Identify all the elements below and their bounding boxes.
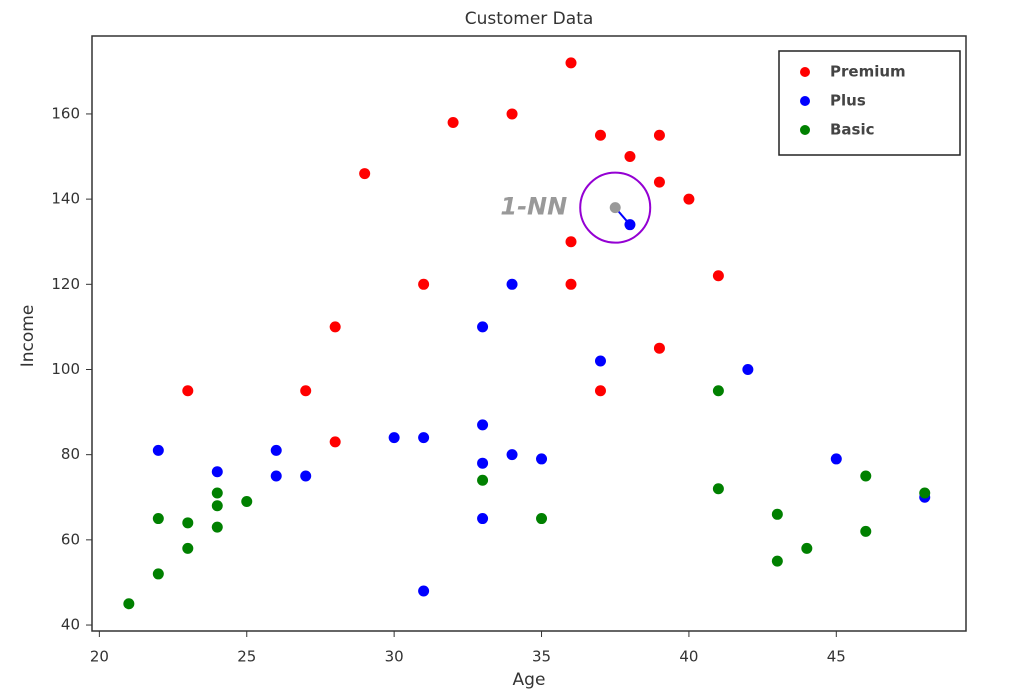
legend-marker	[800, 67, 810, 77]
y-tick-label: 160	[51, 104, 80, 122]
x-tick-label: 25	[237, 648, 256, 666]
scatter-point	[477, 321, 489, 333]
scatter-point	[300, 385, 312, 397]
y-tick-label: 140	[51, 190, 80, 208]
x-tick-label: 30	[385, 648, 404, 666]
scatter-point	[388, 432, 400, 444]
scatter-point	[152, 513, 164, 525]
scatter-point	[241, 496, 253, 508]
y-tick-label: 120	[51, 275, 80, 293]
scatter-point	[801, 542, 813, 554]
scatter-point	[329, 436, 341, 448]
scatter-point	[742, 363, 754, 375]
legend-label: Basic	[830, 121, 875, 139]
plot-frame	[91, 35, 967, 632]
scatter-point	[565, 236, 577, 248]
scatter-point	[712, 483, 724, 495]
scatter-point	[919, 487, 931, 499]
scatter-point	[270, 444, 282, 456]
legend-marker	[800, 125, 810, 135]
scatter-point	[594, 129, 606, 141]
scatter-point	[712, 270, 724, 282]
scatter-point	[359, 168, 371, 180]
scatter-point	[712, 385, 724, 397]
scatter-point	[477, 474, 489, 486]
x-tick-label: 35	[532, 648, 551, 666]
x-tick-label: 45	[827, 648, 846, 666]
scatter-point	[182, 517, 194, 529]
legend-label: Plus	[830, 92, 866, 110]
scatter-point	[860, 470, 872, 482]
legend-marker	[800, 96, 810, 106]
scatter-point	[830, 453, 842, 465]
scatter-point	[653, 342, 665, 354]
chart-title: Customer Data	[465, 9, 594, 29]
scatter-point	[211, 500, 223, 512]
scatter-point	[123, 598, 135, 610]
scatter-point	[211, 466, 223, 478]
scatter-point	[152, 568, 164, 580]
scatter-point	[182, 385, 194, 397]
scatter-point	[477, 513, 489, 525]
scatter-point	[506, 108, 518, 120]
scatter-point	[329, 321, 341, 333]
scatter-point	[418, 585, 430, 597]
y-tick-label: 80	[61, 445, 80, 463]
y-tick-label: 100	[51, 360, 80, 378]
scatter-point	[536, 513, 548, 525]
scatter-point	[594, 385, 606, 397]
scatter-point	[152, 444, 164, 456]
scatter-point	[418, 432, 430, 444]
scatter-point	[447, 116, 459, 128]
scatter-point	[594, 355, 606, 367]
y-tick-label: 40	[61, 616, 80, 634]
neighbor-circle	[579, 171, 652, 244]
query-point	[609, 202, 621, 214]
x-axis-label: Age	[513, 670, 546, 690]
scatter-point	[771, 508, 783, 520]
annotation: 1-NN	[500, 193, 567, 221]
y-tick-label: 60	[61, 530, 80, 548]
scatter-point	[300, 470, 312, 482]
scatter-point	[182, 542, 194, 554]
scatter-point	[536, 453, 548, 465]
scatter-point	[418, 278, 430, 290]
scatter-point	[270, 470, 282, 482]
scatter-point	[653, 129, 665, 141]
scatter-point	[477, 419, 489, 431]
scatter-point	[771, 555, 783, 567]
scatter-point	[211, 487, 223, 499]
scatter-point	[860, 525, 872, 537]
y-axis-label: Income	[18, 305, 38, 368]
scatter-point	[565, 57, 577, 69]
x-tick-label: 40	[679, 648, 698, 666]
scatter-point	[653, 176, 665, 188]
scatter-point	[477, 457, 489, 469]
scatter-point	[506, 278, 518, 290]
scatter-point	[624, 151, 636, 163]
scatter-point	[211, 521, 223, 533]
x-tick-label: 20	[90, 648, 109, 666]
scatter-point	[683, 193, 695, 205]
scatter-point	[506, 449, 518, 461]
legend-label: Premium	[830, 63, 906, 81]
scatter-point	[565, 278, 577, 290]
